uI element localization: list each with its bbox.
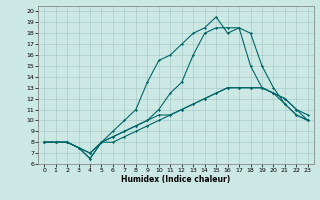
X-axis label: Humidex (Indice chaleur): Humidex (Indice chaleur): [121, 175, 231, 184]
